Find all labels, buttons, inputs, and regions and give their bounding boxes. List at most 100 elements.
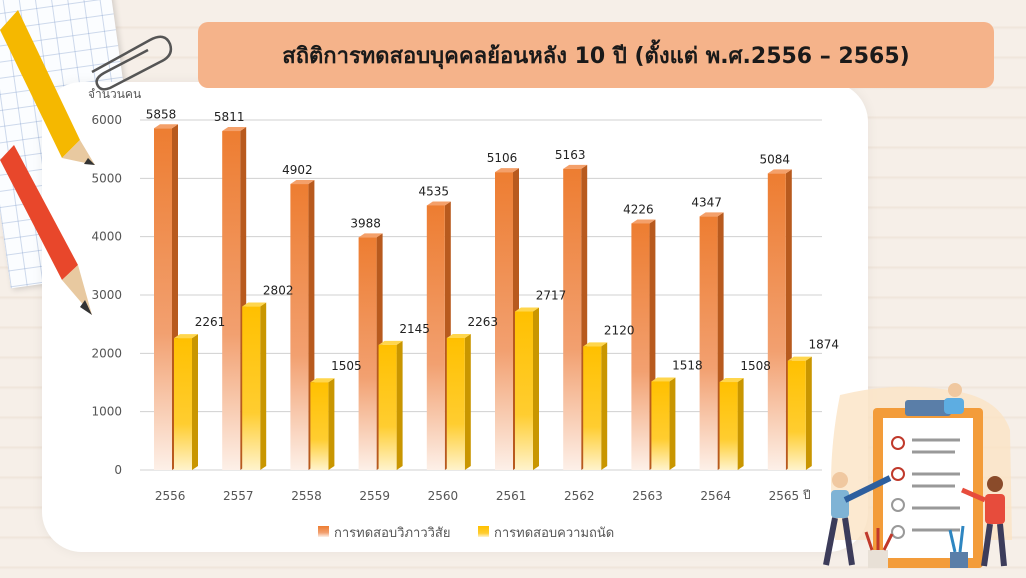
bar-series2 <box>719 382 738 470</box>
bar-series1 <box>290 184 309 471</box>
bar-top <box>174 334 198 339</box>
data-label: 1518 <box>672 358 703 372</box>
bar-top <box>290 180 315 185</box>
data-label: 4226 <box>623 202 654 216</box>
data-label: 3988 <box>350 216 381 230</box>
x-tick-label: 2560 <box>428 489 459 503</box>
bar-top <box>719 378 744 383</box>
bar-side <box>260 302 267 470</box>
x-tick-label: 2563 <box>632 489 663 503</box>
bar-top <box>583 342 608 347</box>
bar-top <box>563 164 588 169</box>
bar-top <box>154 124 178 129</box>
bar-top <box>446 333 471 338</box>
data-label: 4347 <box>691 195 722 209</box>
bar-top <box>699 212 724 217</box>
y-tick-label: 6000 <box>91 113 122 127</box>
bar-top <box>495 168 519 173</box>
bar-top <box>426 201 451 206</box>
bar-series1 <box>767 173 786 470</box>
bar-top <box>310 378 335 383</box>
bar-top <box>378 340 403 345</box>
bar-side <box>396 340 403 470</box>
data-label: 1505 <box>331 359 362 373</box>
data-label: 5811 <box>214 110 245 124</box>
y-tick-label: 0 <box>114 463 122 477</box>
x-tick-label: 2557 <box>223 489 254 503</box>
bar-series1 <box>495 172 513 470</box>
bar-series1 <box>699 216 718 470</box>
x-tick-label: 2558 <box>291 489 322 503</box>
data-label: 5858 <box>146 107 177 121</box>
pencil-icon <box>0 145 92 315</box>
y-axis-title: จำนวนคน <box>88 87 141 101</box>
bar-side <box>464 333 471 470</box>
bar-series1 <box>222 131 241 470</box>
legend: การทดสอบวิภาววิสัย การทดสอบความถนัด <box>318 526 614 541</box>
bar-top <box>358 233 383 238</box>
bar-side <box>669 377 676 470</box>
bar-series1 <box>426 205 445 471</box>
bar-side <box>328 378 335 470</box>
bar-series2 <box>651 381 670 470</box>
x-tick-label: 2564 <box>700 489 731 503</box>
data-label: 2145 <box>399 322 430 336</box>
data-label: 1874 <box>809 338 840 352</box>
bar-series1 <box>154 128 172 471</box>
data-label: 2263 <box>468 315 499 329</box>
bar-series1 <box>563 168 582 470</box>
bar-series2 <box>515 311 533 470</box>
y-tick-label: 5000 <box>91 171 122 185</box>
data-label: 2261 <box>195 315 226 329</box>
bar-top <box>651 377 676 382</box>
bar-top <box>222 127 247 132</box>
bar-top <box>631 219 656 224</box>
x-tick-label: 2559 <box>359 489 390 503</box>
bar-side <box>737 378 744 470</box>
x-axis-title: ปี <box>802 488 810 502</box>
data-label: 5163 <box>555 148 586 162</box>
bar-series2 <box>446 337 465 470</box>
legend-swatch-series2 <box>478 526 489 537</box>
pencil-icon <box>0 10 95 165</box>
bar-series1 <box>631 223 650 470</box>
data-label: 5106 <box>487 151 518 165</box>
data-label: 2717 <box>536 289 567 303</box>
legend-swatch-series1 <box>318 526 329 537</box>
chart-card <box>42 82 868 552</box>
data-label: 2120 <box>604 323 635 337</box>
bar-side <box>533 307 539 470</box>
paperclip-icon <box>91 35 173 91</box>
x-tick-label: 2565 <box>769 489 800 503</box>
data-label: 4535 <box>419 184 450 198</box>
data-label: 5084 <box>760 152 791 166</box>
bar-series2 <box>787 360 806 470</box>
bar-top <box>767 169 792 174</box>
bar-series2 <box>583 346 602 470</box>
page-title: สถิติการทดสอบบุคคลย้อนหลัง 10 ปี (ตั้งแต… <box>198 22 994 88</box>
bar-side <box>192 334 198 470</box>
bar-top <box>787 356 812 361</box>
clipboard-illustration <box>823 383 1012 568</box>
bar-series2 <box>174 338 192 470</box>
bar-series2 <box>242 306 261 470</box>
y-tick-label: 4000 <box>91 230 122 244</box>
bar-series2 <box>378 344 397 470</box>
bar-series1 <box>358 237 377 470</box>
bar-top <box>515 307 539 312</box>
data-label: 4902 <box>282 163 313 177</box>
data-label: 1508 <box>740 359 771 373</box>
bar-top <box>242 302 267 307</box>
x-tick-label: 2561 <box>496 489 527 503</box>
bar-series2 <box>310 382 329 470</box>
y-tick-label: 1000 <box>91 405 122 419</box>
y-tick-label: 3000 <box>91 288 122 302</box>
x-tick-label: 2556 <box>155 489 186 503</box>
data-label: 2802 <box>263 284 294 298</box>
y-tick-label: 2000 <box>91 346 122 360</box>
bar-side <box>805 356 812 470</box>
bar-side <box>601 342 608 470</box>
x-tick-label: 2562 <box>564 489 595 503</box>
legend-label-series2: การทดสอบความถนัด <box>494 526 614 541</box>
